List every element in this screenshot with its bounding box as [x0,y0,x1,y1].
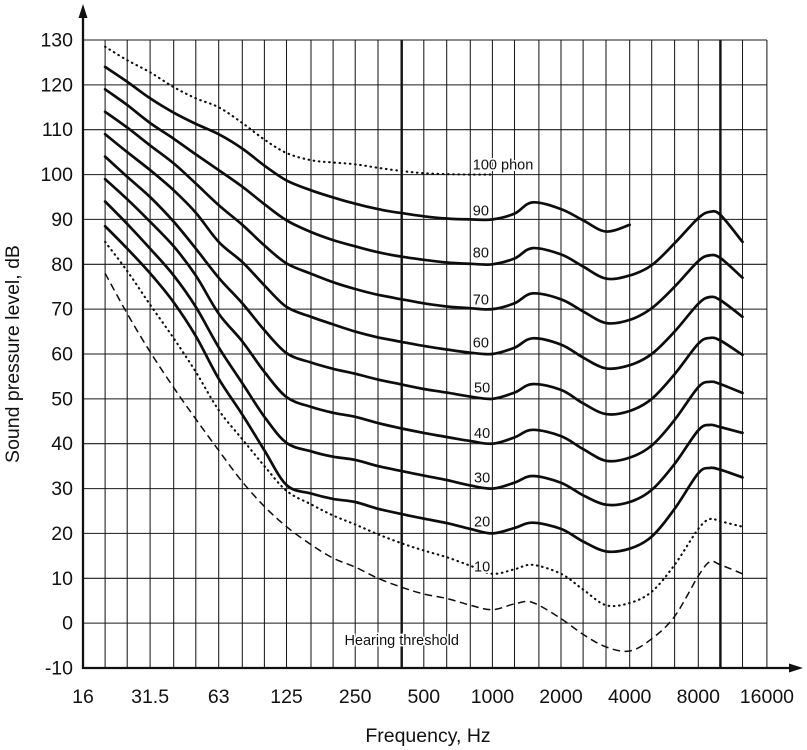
x-axis-arrow-icon [789,663,803,673]
x-tick-label-16: 16 [72,686,94,708]
x-tick-label-2000: 2000 [539,686,583,708]
x-tick-label-125: 125 [270,686,303,708]
curve-labels-layer: 100 phon 90 80 70 60 50 40 30 20 10 Hearing thresh… [343,156,535,651]
grid-layer [82,39,768,669]
y-tick-label-70: 70 [51,299,73,321]
curve-label-60: 60 [473,335,489,351]
curve-label-100-phon: 100 phon [473,157,533,173]
y-tick-label-10: 10 [51,568,73,590]
y-tick-label-40: 40 [51,433,73,455]
contour-curve-90-phon [103,65,632,233]
y-tick-label-100: 100 [40,164,73,186]
curve-label-70: 70 [473,292,489,308]
x-axis-title: Frequency, Hz [365,725,490,747]
x-tick-label-31.5: 31.5 [131,686,169,708]
contour-curve-60-phon [103,132,744,371]
x-tick-label-250: 250 [339,686,372,708]
y-tick-label-0: 0 [62,613,73,635]
y-tick-label-80: 80 [51,254,73,276]
tick-labels-layer: 16 31.5 63 125 250 500 1000 2000 4000 8000 16000-1… [40,30,794,709]
x-tick-label-4000: 4000 [608,686,652,708]
contour-curve-hearing-threshold [104,272,743,653]
x-tick-label-16000: 16000 [740,686,794,708]
y-tick-label-110: 110 [42,119,73,141]
y-tick-label-90: 90 [51,209,73,231]
x-tick-label-1000: 1000 [471,686,515,708]
y-tick-label-130: 130 [40,30,73,52]
curve-label-50: 50 [474,381,490,397]
y-tick-label-120: 120 [40,74,73,96]
y-tick-label-50: 50 [51,388,73,410]
x-tick-label-500: 500 [408,686,441,708]
curve-label-30: 30 [474,470,490,486]
y-tick-label-30: 30 [51,478,73,500]
contour-curve-20-phon [103,224,744,554]
curve-label-40: 40 [474,426,490,442]
y-axis-title: Sound pressure level, dB [2,245,24,463]
contour-curves-layer [103,45,744,653]
curve-label-hearing-threshold: Hearing threshold [344,633,458,649]
curve-label-20: 20 [474,514,490,530]
curve-label-10: 10 [474,560,490,576]
axes-layer [78,4,803,673]
y-tick-label-20: 20 [51,523,73,545]
y-tick-label--10: -10 [45,658,73,680]
y-axis-arrow-icon [78,4,88,18]
contour-curve-80-phon [103,87,744,281]
y-tick-label-60: 60 [51,344,73,366]
contour-curve-100-phon [104,45,494,176]
curve-label-90: 90 [473,204,489,220]
curve-label-80: 80 [473,246,489,262]
contour-curve-50-phon [103,155,744,416]
contour-curve-30-phon [103,200,744,507]
contour-curve-40-phon [103,177,744,463]
x-tick-label-63: 63 [208,686,230,708]
x-tick-label-8000: 8000 [677,686,721,708]
contour-curve-70-phon [103,110,744,325]
